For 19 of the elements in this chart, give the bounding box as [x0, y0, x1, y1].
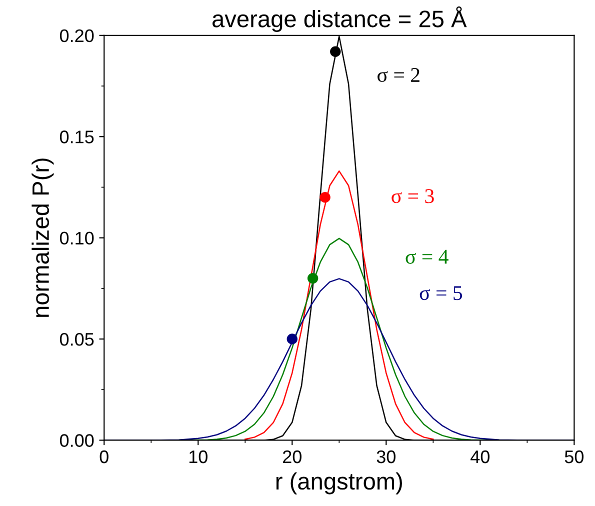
text: σ = 4 — [406, 250, 448, 264]
x-tick-label: 30 — [376, 450, 396, 464]
y-tick-label: 0.10 — [60, 232, 94, 245]
x-tick-label: 0 — [100, 450, 108, 464]
x-tick-label: 40 — [470, 450, 490, 464]
y-tick-label: 0.00 — [60, 434, 94, 447]
y-tick-label: 0.05 — [60, 332, 94, 346]
y-tick-label: 0.15 — [60, 130, 94, 144]
y-axis-title: normalized P(r) — [32, 158, 54, 317]
x-tick-label: 10 — [189, 450, 208, 464]
x-tick-label: 20 — [283, 450, 302, 464]
chart-title: average distance = 25 Å — [212, 6, 467, 32]
series-label: σ = 2 — [378, 68, 420, 82]
x-tick-label: 50 — [564, 450, 584, 464]
y-tick-label: 0.20 — [60, 29, 94, 42]
text: σ = 5 — [420, 286, 462, 300]
x-axis-title: r (angstrom) — [276, 472, 402, 494]
series-label: σ = 3 — [392, 189, 434, 204]
line-series — [244, 170, 434, 440]
